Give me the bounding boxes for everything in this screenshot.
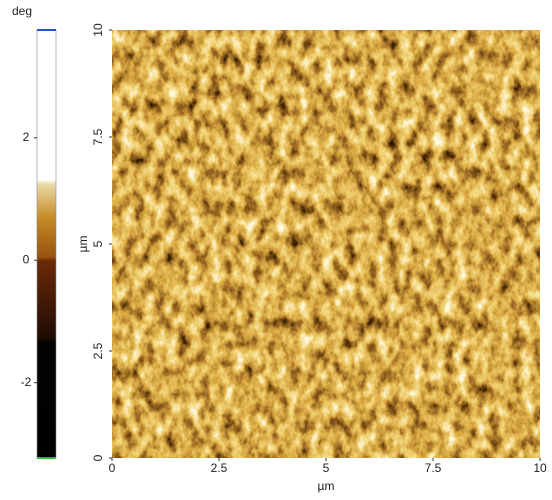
phase-image: [112, 30, 540, 458]
y-tick-label: 10: [91, 23, 105, 37]
x-tick-label: 2.5: [211, 461, 228, 475]
x-axis-label: µm: [318, 479, 335, 493]
y-tick-label: 5: [91, 240, 105, 247]
x-tick-label: 0: [109, 461, 116, 475]
y-tick-label: 0: [91, 454, 105, 461]
x-tick-label: 5: [323, 461, 330, 475]
colorbar-tick-label: 0: [23, 252, 30, 266]
colorbar-label: deg: [12, 4, 32, 18]
colorbar-tick-label: -2: [21, 375, 32, 389]
y-axis-label: µm: [76, 236, 90, 253]
x-tick-label: 10: [533, 461, 547, 475]
y-tick-label: 2.5: [91, 342, 105, 359]
colorbar: [36, 29, 57, 459]
x-tick-label: 7.5: [425, 461, 442, 475]
y-tick-label: 7.5: [91, 128, 105, 145]
colorbar-tick-label: 2: [23, 130, 30, 144]
